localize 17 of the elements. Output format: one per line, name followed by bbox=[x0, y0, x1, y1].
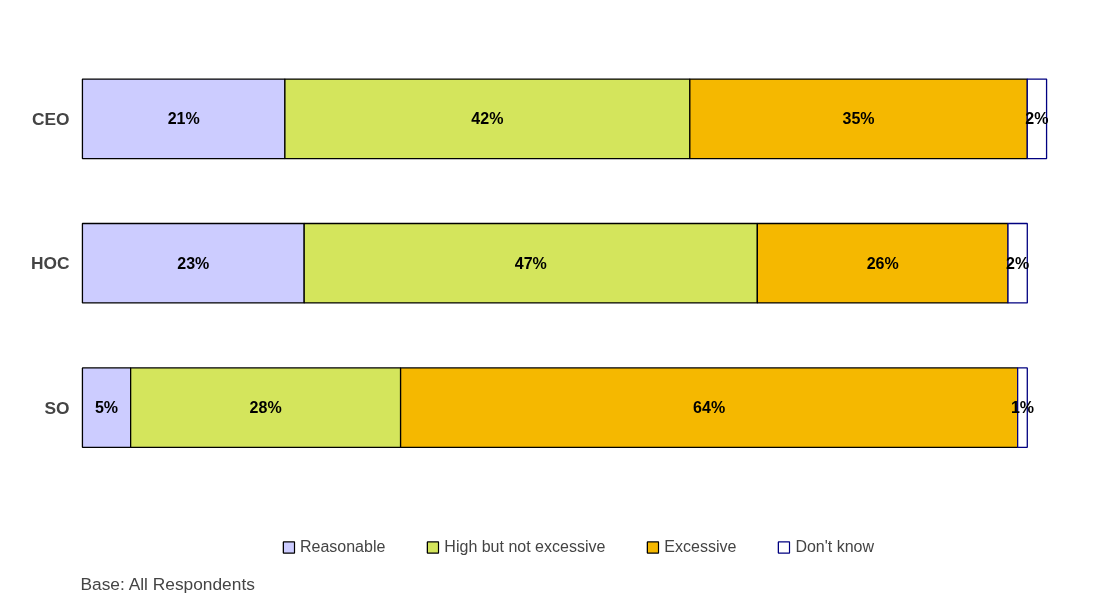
legend-label: Reasonable bbox=[299, 538, 386, 556]
data-label: 26% bbox=[866, 254, 899, 272]
legend-label: Excessive bbox=[664, 538, 737, 556]
data-label: 28% bbox=[249, 399, 282, 417]
data-label: 23% bbox=[177, 254, 210, 272]
data-label: 35% bbox=[842, 110, 875, 128]
y-tick-label: HOC bbox=[30, 253, 70, 274]
data-label: 47% bbox=[514, 254, 547, 272]
legend-label: High but not excessive bbox=[444, 538, 606, 556]
text: Base: All Respondents bbox=[80, 573, 256, 594]
data-label: 64% bbox=[693, 399, 726, 417]
y-tick-label: SO bbox=[44, 397, 70, 418]
data-label: 21% bbox=[167, 110, 200, 128]
data-label: 42% bbox=[471, 110, 504, 128]
y-tick-label: CEO bbox=[31, 108, 70, 129]
data-label: 5% bbox=[94, 399, 119, 417]
legend-label: Don't know bbox=[795, 538, 875, 556]
